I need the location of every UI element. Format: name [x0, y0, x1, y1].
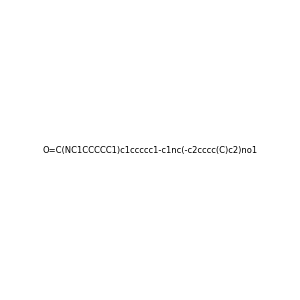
Text: O=C(NC1CCCCC1)c1ccccc1-c1nc(-c2cccc(C)c2)no1: O=C(NC1CCCCC1)c1ccccc1-c1nc(-c2cccc(C)c2… — [42, 146, 258, 154]
